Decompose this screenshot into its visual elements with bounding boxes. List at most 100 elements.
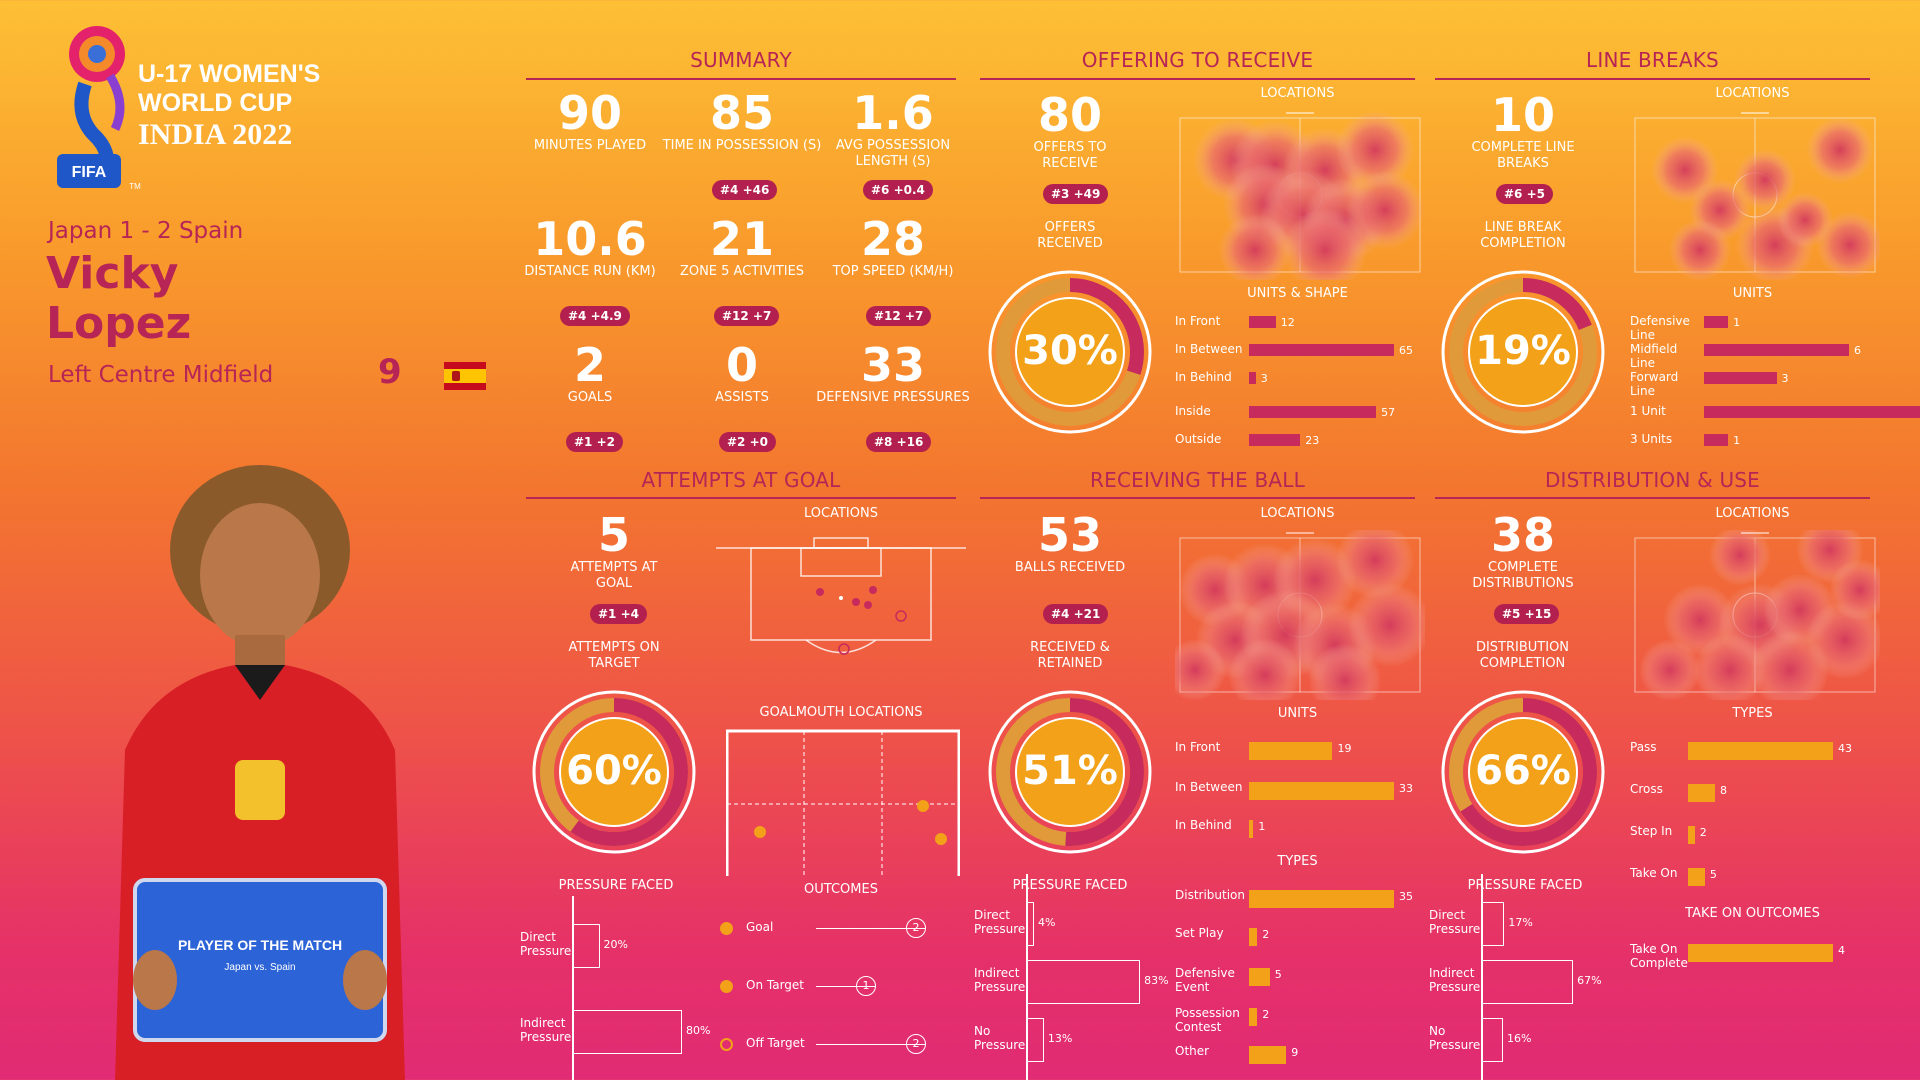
bar xyxy=(1704,372,1777,384)
linebreaks-units-title: UNITS xyxy=(1732,286,1773,301)
outcome-goal-value: 2 xyxy=(906,918,926,938)
pressure-axis xyxy=(1026,874,1028,1080)
player-position: Left Centre Midfield xyxy=(48,362,274,388)
distribution-donut xyxy=(1441,690,1605,854)
receiving-value: 53 xyxy=(1037,508,1102,562)
distribution-pct: 66% xyxy=(1475,748,1571,794)
heat-blob xyxy=(1335,110,1415,190)
bar-value: 8 xyxy=(1719,784,1727,797)
outcome-ontarget-label: On Target xyxy=(746,978,804,992)
heat-blob xyxy=(1228,638,1302,712)
bar-value: 6 xyxy=(1854,344,1861,357)
bar-value: 43 xyxy=(1838,742,1852,755)
pressure-bar xyxy=(1026,1018,1044,1062)
bar-label: In Between xyxy=(1175,342,1243,356)
pressure-value: 20% xyxy=(603,938,628,951)
stat-distance-value: 10.6 xyxy=(533,212,647,266)
donut-outline xyxy=(1441,270,1605,434)
pressure-label: Direct Pressure xyxy=(974,908,1026,936)
bar xyxy=(1249,434,1301,446)
plaque-title: PLAYER OF THE MATCH xyxy=(178,937,342,953)
bar xyxy=(1249,372,1256,384)
receiving-types-title: TYPES xyxy=(1277,854,1318,869)
bar-value: 65 xyxy=(1399,344,1413,357)
bar xyxy=(1249,742,1333,760)
offering-locations-label: LOCATIONS xyxy=(1260,86,1335,101)
plaque-match: Japan vs. Spain xyxy=(224,962,295,973)
attempts-pressure-title: PRESSURE FACED xyxy=(558,878,674,893)
goalmouth-marker xyxy=(917,800,929,812)
pressure-value: 67% xyxy=(1577,974,1602,987)
distribution-label: COMPLETE DISTRIBUTIONS xyxy=(1472,560,1574,591)
bar xyxy=(1249,406,1377,418)
heat-blob xyxy=(1669,219,1731,281)
goal-dot-icon xyxy=(720,922,733,935)
takeon-title: TAKE ON OUTCOMES xyxy=(1685,906,1820,921)
bar-value: 1 xyxy=(1733,434,1741,447)
tournament-line1: U-17 WOMEN'S xyxy=(138,60,321,88)
heat-blob xyxy=(1750,630,1830,710)
bar xyxy=(1249,1046,1287,1064)
linebreaks-value: 10 xyxy=(1490,88,1555,142)
bar xyxy=(1704,406,1920,418)
pressure-bar xyxy=(572,1010,682,1054)
offering-value: 80 xyxy=(1037,88,1102,142)
pressure-bar xyxy=(1481,1018,1503,1062)
outcome-goal-connector xyxy=(816,928,926,929)
goalmouth-title: GOALMOUTH LOCATIONS xyxy=(759,705,923,720)
donut-outline xyxy=(988,690,1152,854)
bar-value: 1 xyxy=(1258,820,1266,833)
stat-speed-value: 28 xyxy=(860,212,925,266)
spain-flag-icon xyxy=(444,362,486,390)
shot-marker xyxy=(852,598,860,606)
donut-center xyxy=(1468,297,1578,407)
distribution-divider xyxy=(1435,497,1870,499)
receiving-title: RECEIVING THE BALL xyxy=(1090,468,1305,492)
donut-outline xyxy=(1441,690,1605,854)
linebreaks-sub: LINE BREAK COMPLETION xyxy=(1480,220,1566,251)
receiving-donut xyxy=(988,690,1152,854)
donut-center xyxy=(1015,717,1125,827)
pressure-label: Indirect Pressure xyxy=(520,1016,572,1044)
tournament-line2: WORLD CUP xyxy=(138,89,293,117)
stat-zone5-rank: #12 +7 xyxy=(714,306,780,326)
heat-blob xyxy=(1164,639,1226,701)
shot-marker xyxy=(869,586,877,594)
stat-assists-label: ASSISTS xyxy=(715,390,769,405)
attempts-locations-label: LOCATIONS xyxy=(804,506,878,521)
pressure-value: 83% xyxy=(1144,974,1169,987)
stat-minutes-label: MINUTES PLAYED xyxy=(533,138,647,153)
bar-value: 23 xyxy=(1305,434,1320,447)
bar-value: 57 xyxy=(1381,406,1396,419)
receiving-pressure-title: PRESSURE FACED xyxy=(1012,878,1128,893)
outcome-offtarget-value: 2 xyxy=(906,1034,926,1054)
distribution-rank: #5 +15 xyxy=(1494,604,1560,624)
bar-label: Take On xyxy=(1630,866,1678,880)
offering-title: OFFERING TO RECEIVE xyxy=(1081,48,1314,72)
outcome-ontarget-row: On Target 1 xyxy=(720,976,970,1000)
stat-zone5-label: ZONE 5 ACTIVITIES xyxy=(679,264,805,279)
tournament-title: U-17 WOMEN'S WORLD CUP INDIA 2022 xyxy=(138,60,398,152)
pressure-value: 13% xyxy=(1047,1032,1073,1045)
offering-label: OFFERS TO RECEIVE xyxy=(1033,140,1107,171)
bar xyxy=(1249,928,1258,946)
bar-label: In Behind xyxy=(1175,818,1232,832)
stat-minutes-value: 90 xyxy=(557,86,622,140)
stat-speed-rank: #12 +7 xyxy=(866,306,932,326)
stat-pressures-value: 33 xyxy=(860,338,925,392)
tournament-line3: INDIA 2022 xyxy=(138,118,293,151)
bar-label: Possession Contest xyxy=(1175,1006,1240,1034)
stat-possession-value: 85 xyxy=(709,86,774,140)
bar xyxy=(1688,784,1715,802)
pressure-label: Direct Pressure xyxy=(1429,908,1481,936)
heat-blob xyxy=(1308,643,1382,717)
receiving-heatmap xyxy=(1164,520,1432,717)
shot-marker xyxy=(816,588,824,596)
outcome-offtarget-row: Off Target 2 xyxy=(720,1034,970,1058)
stat-distance-label: DISTANCE RUN (KM) xyxy=(524,264,656,279)
heat-blob xyxy=(1806,116,1874,184)
offering-sub: OFFERS RECEIVED xyxy=(1037,220,1103,251)
pressure-value: 16% xyxy=(1507,1032,1532,1045)
bar xyxy=(1704,316,1729,328)
player-last-name: Lopez xyxy=(46,298,192,349)
